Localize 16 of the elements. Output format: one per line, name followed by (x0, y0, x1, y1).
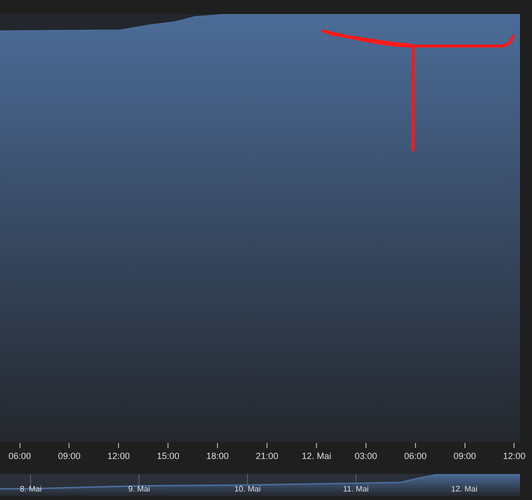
x-tick-label: 12. Mai (451, 484, 478, 494)
x-tick-label: 09:00 (454, 450, 476, 461)
x-tick-label: 12. Mai (302, 450, 332, 461)
x-tick-label: 06:00 (8, 450, 32, 461)
x-tick-label: 03:00 (354, 450, 378, 461)
x-tick-label: 8. Mai (20, 484, 42, 494)
x-tick-label: 11. Mai (343, 484, 369, 494)
x-tick-label: 10. Mai (234, 484, 261, 494)
x-tick-label: 9. Mai (128, 484, 150, 494)
x-tick-label: 06:00 (404, 450, 427, 461)
x-tick-label: 12:00 (107, 450, 130, 461)
x-tick-label: 09:00 (58, 450, 80, 461)
x-tick-label: 12:00 (502, 450, 526, 461)
x-tick-label: 21:00 (256, 450, 278, 461)
x-tick-label: 15:00 (156, 450, 180, 461)
x-tick-label: 18:00 (206, 450, 229, 461)
